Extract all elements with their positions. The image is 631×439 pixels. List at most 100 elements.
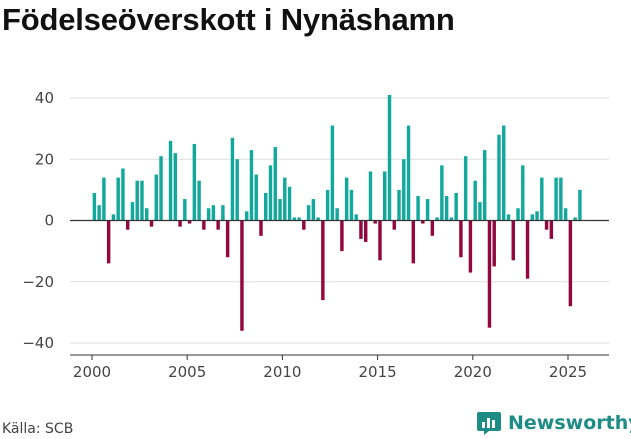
bar <box>402 159 406 221</box>
bar <box>549 220 554 239</box>
bar <box>444 196 449 221</box>
chart-title: Födelseöverskott i Nynäshamn <box>2 2 455 37</box>
bar <box>145 208 149 221</box>
bar <box>216 220 220 230</box>
x-tick-label: 2005 <box>168 363 206 381</box>
bar <box>211 205 216 221</box>
bar <box>316 217 320 221</box>
bar <box>125 220 130 230</box>
bar <box>154 174 158 221</box>
bar <box>92 192 97 221</box>
bar <box>259 220 263 236</box>
bar <box>425 199 430 221</box>
x-tick-label: 2025 <box>549 363 587 381</box>
bar <box>273 147 277 221</box>
bar <box>340 220 344 252</box>
bar <box>416 196 420 221</box>
bar <box>463 156 468 221</box>
bar <box>487 220 492 328</box>
bar <box>135 180 139 221</box>
bar <box>278 199 282 221</box>
bar <box>230 137 235 221</box>
bar <box>397 189 401 221</box>
bar <box>473 180 477 221</box>
bar <box>568 220 573 307</box>
bar <box>202 220 206 230</box>
bar <box>192 143 197 221</box>
bar <box>363 220 368 242</box>
bar <box>306 205 311 221</box>
y-tick-label: −40 <box>22 334 54 352</box>
bar <box>149 220 154 227</box>
bar <box>330 125 335 221</box>
bar <box>283 177 287 221</box>
bar <box>292 217 297 221</box>
bar <box>411 220 416 264</box>
bar <box>578 189 582 221</box>
bar <box>102 177 106 221</box>
brand: Newsworthy <box>476 410 631 436</box>
bar <box>325 189 330 221</box>
bar <box>178 220 182 227</box>
bar <box>563 208 568 221</box>
bar <box>449 217 454 221</box>
bar <box>540 177 544 221</box>
bar <box>335 208 339 221</box>
bar <box>311 199 316 221</box>
y-tick-label: −20 <box>22 273 54 291</box>
bar <box>530 214 535 221</box>
bar <box>111 214 116 221</box>
bar <box>168 140 173 221</box>
newsworthy-logo-icon <box>477 412 501 435</box>
x-tick-label: 2000 <box>73 363 111 381</box>
bar <box>421 220 425 224</box>
bar <box>368 171 373 221</box>
bar <box>349 189 354 221</box>
bar <box>478 202 482 221</box>
bar <box>130 202 135 221</box>
bar <box>435 217 439 221</box>
bar <box>97 205 101 221</box>
x-axis: 2000 2005 2010 2015 2020 2025 <box>70 354 609 381</box>
bar <box>173 153 178 221</box>
bar <box>440 165 444 221</box>
bar <box>559 177 563 221</box>
bar <box>159 156 163 221</box>
bar <box>387 94 392 221</box>
bar <box>468 220 473 273</box>
bar <box>140 180 144 221</box>
bar <box>506 214 511 221</box>
bar <box>206 208 211 221</box>
bar <box>525 220 530 279</box>
bar <box>268 165 273 221</box>
bar <box>535 211 539 221</box>
bar <box>497 134 501 221</box>
bar <box>254 174 258 221</box>
bar <box>225 220 230 258</box>
bar <box>240 220 244 331</box>
bar <box>482 150 487 221</box>
bar <box>235 159 239 221</box>
bar <box>373 220 377 224</box>
bar <box>554 177 558 221</box>
bar <box>183 199 187 221</box>
bar <box>287 186 292 221</box>
bar <box>354 214 358 221</box>
bar <box>383 171 387 221</box>
bar <box>116 177 120 221</box>
bar <box>297 217 301 221</box>
y-tick-label: 40 <box>35 89 54 107</box>
bar <box>197 180 201 221</box>
bar <box>249 150 254 221</box>
bar <box>187 220 192 224</box>
bar <box>516 208 520 221</box>
y-tick-label: 0 <box>44 212 54 230</box>
brand-name: Newsworthy <box>508 412 631 434</box>
bar <box>406 125 411 221</box>
bar <box>359 220 363 239</box>
bar <box>454 192 458 221</box>
bar <box>221 205 225 221</box>
bar <box>244 211 249 221</box>
bar <box>121 168 125 221</box>
